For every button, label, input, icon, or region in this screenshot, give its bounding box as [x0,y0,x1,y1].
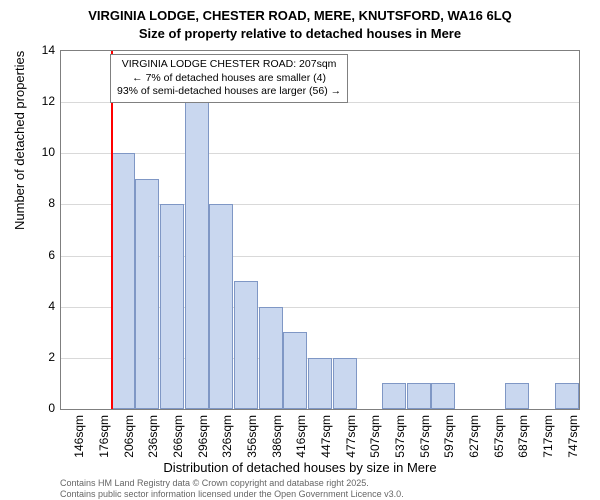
annotation-line: 93% of semi-detached houses are larger (… [117,85,341,99]
x-tick-label: 597sqm [442,415,456,475]
histogram-bar [234,281,258,409]
histogram-bar [185,102,209,409]
histogram-bar [407,383,431,409]
footer-line2: Contains public sector information licen… [60,489,404,500]
x-tick-label: 386sqm [270,415,284,475]
marker-annotation-box: VIRGINIA LODGE CHESTER ROAD: 207sqm← 7% … [110,54,348,103]
property-marker-line [111,51,113,409]
x-tick-label: 326sqm [220,415,234,475]
plot-area [60,50,580,410]
x-tick-label: 416sqm [294,415,308,475]
chart-title-line1: VIRGINIA LODGE, CHESTER ROAD, MERE, KNUT… [0,8,600,23]
x-tick-label: 236sqm [146,415,160,475]
y-tick-label: 14 [35,43,55,57]
annotation-line: ← 7% of detached houses are smaller (4) [117,72,341,86]
chart-title-line2: Size of property relative to detached ho… [0,26,600,41]
y-axis-label: Number of detached properties [12,51,27,230]
footer-line1: Contains HM Land Registry data © Crown c… [60,478,404,489]
x-tick-label: 537sqm [393,415,407,475]
histogram-bar [111,153,135,409]
x-tick-label: 266sqm [171,415,185,475]
histogram-bar [308,358,332,409]
annotation-line: VIRGINIA LODGE CHESTER ROAD: 207sqm [117,58,341,72]
x-tick-label: 747sqm [566,415,580,475]
x-tick-label: 627sqm [467,415,481,475]
histogram-bar [259,307,283,409]
y-tick-label: 2 [35,350,55,364]
x-tick-label: 206sqm [122,415,136,475]
y-tick-label: 0 [35,401,55,415]
x-tick-label: 176sqm [97,415,111,475]
x-tick-label: 356sqm [245,415,259,475]
histogram-bar [160,204,184,409]
histogram-bar [283,332,307,409]
histogram-bar [333,358,357,409]
x-tick-label: 507sqm [368,415,382,475]
histogram-bar [135,179,159,409]
x-tick-label: 296sqm [196,415,210,475]
y-tick-label: 8 [35,196,55,210]
y-tick-label: 10 [35,145,55,159]
x-tick-label: 687sqm [516,415,530,475]
attribution-footer: Contains HM Land Registry data © Crown c… [60,478,404,500]
histogram-bar [555,383,579,409]
histogram-bar [209,204,233,409]
histogram-bar [505,383,529,409]
x-tick-label: 567sqm [418,415,432,475]
y-tick-label: 12 [35,94,55,108]
x-tick-label: 447sqm [319,415,333,475]
gridline [61,153,579,154]
y-tick-label: 4 [35,299,55,313]
histogram-bar [431,383,455,409]
x-tick-label: 657sqm [492,415,506,475]
x-tick-label: 717sqm [541,415,555,475]
x-tick-label: 146sqm [72,415,86,475]
x-tick-label: 477sqm [344,415,358,475]
histogram-bar [382,383,406,409]
y-tick-label: 6 [35,248,55,262]
